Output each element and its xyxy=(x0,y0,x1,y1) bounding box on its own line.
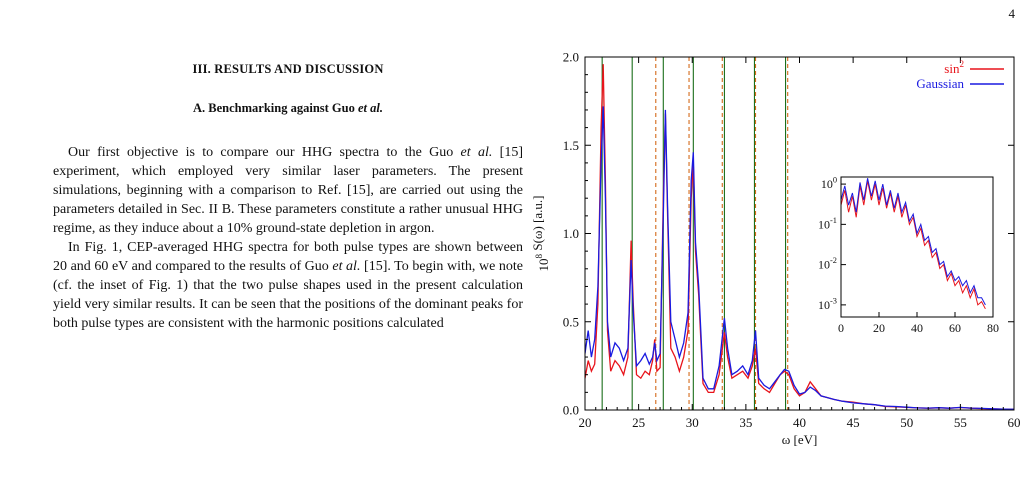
inset-background xyxy=(799,171,1001,341)
legend-label: sin2 xyxy=(944,59,964,76)
y-tick-label: 1.5 xyxy=(563,138,579,153)
x-tick-label: 20 xyxy=(579,415,592,430)
paragraph: In Fig. 1, CEP-averaged HHG spectra for … xyxy=(53,238,523,333)
series-line-gaussian xyxy=(585,106,1014,410)
y-axis-label: 108 S(ω) [a.u.] xyxy=(530,196,551,272)
inset-y-tick-label: 100 xyxy=(821,176,837,191)
inset-series-line xyxy=(841,178,986,306)
section-heading: III. RESULTS AND DISCUSSION xyxy=(192,62,384,76)
text-run: In Fig. 1, CEP-averaged HHG spectra for … xyxy=(53,240,523,274)
text-column: III. RESULTS AND DISCUSSION A. Benchmark… xyxy=(53,52,523,333)
x-tick-label: 55 xyxy=(954,415,967,430)
y-tick-label: 2.0 xyxy=(563,50,579,65)
inset-series-line xyxy=(841,180,986,310)
inset-y-tick-label: 10-1 xyxy=(818,216,837,231)
inset-y-tick-label: 10-2 xyxy=(818,256,837,271)
subsection-heading: A. Benchmarking against Guo et al. xyxy=(53,101,523,116)
x-tick-label: 60 xyxy=(1008,415,1021,430)
y-tick-label: 0.5 xyxy=(563,314,579,329)
italic-text: et al. xyxy=(332,259,361,274)
x-tick-label: 35 xyxy=(739,415,752,430)
inset-x-tick-label: 0 xyxy=(838,321,844,335)
paragraph: Our first objective is to compare our HH… xyxy=(53,143,523,238)
y-axis-label-group: 108 S(ω) [a.u.] xyxy=(530,196,551,272)
hhg-spectrum-chart: 20 25 30 35 40 45 50 55 60 0.0 0.5 1.0 1.5 2.0 ω [eV] 1… xyxy=(530,50,1021,448)
legend-label: Gaussian xyxy=(916,76,964,91)
text-run: [15] experiment, which employed very sim… xyxy=(53,145,523,236)
x-tick-label: 45 xyxy=(847,415,860,430)
page-number: 4 xyxy=(1008,6,1016,21)
x-axis-label: ω [eV] xyxy=(782,432,818,447)
y-tick-label: 0.0 xyxy=(563,403,579,418)
x-tick-label: 25 xyxy=(632,415,645,430)
x-tick-label: 50 xyxy=(900,415,913,430)
inset-y-tick-label: 10-3 xyxy=(818,296,837,311)
inset-x-tick-label: 40 xyxy=(911,321,923,335)
inset-x-tick-label: 60 xyxy=(949,321,961,335)
y-tick-label: 1.0 xyxy=(563,226,579,241)
series-group xyxy=(585,64,1014,410)
italic-text: et al. xyxy=(460,145,493,160)
x-tick-label: 30 xyxy=(686,415,699,430)
text-run: [15]. To begin with, we note (cf. the in… xyxy=(53,259,523,331)
inset-x-tick-label: 20 xyxy=(873,321,885,335)
subsection-heading-italic: et al. xyxy=(357,101,383,115)
inset-series-group xyxy=(841,178,986,310)
text-run: Our first objective is to compare our HH… xyxy=(68,145,461,160)
subsection-heading-text: A. Benchmarking against Guo xyxy=(193,101,358,115)
x-tick-label: 40 xyxy=(793,415,806,430)
inset-x-tick-label: 80 xyxy=(987,321,999,335)
figure-hhg-spectra: 20 25 30 35 40 45 50 55 60 0.0 0.5 1.0 1.5 2.0 ω [eV] 1… xyxy=(528,40,1028,470)
